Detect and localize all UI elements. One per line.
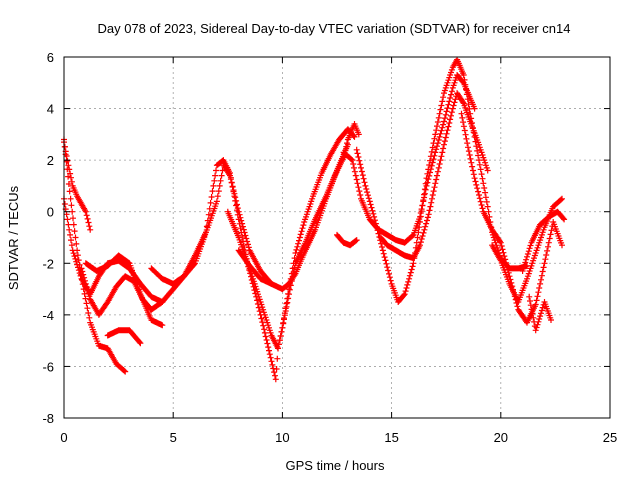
y-tick-label: 6 — [47, 50, 54, 65]
x-tick-label: 5 — [170, 430, 177, 445]
plus-markers — [458, 110, 565, 326]
plus-markers — [104, 327, 144, 347]
series-arc-5 — [82, 252, 166, 329]
x-tick-label: 15 — [384, 430, 398, 445]
series-arc-10 — [334, 231, 360, 249]
plot-frame — [63, 56, 611, 419]
series-arc-14 — [458, 110, 565, 326]
y-axis-label: SDTVAR / TECUs — [6, 185, 21, 290]
x-tick-label: 25 — [603, 430, 617, 445]
y-tick-label: 4 — [47, 102, 54, 117]
series-arc-13 — [377, 90, 491, 262]
y-tick-label: 0 — [47, 205, 54, 220]
plus-markers — [334, 231, 360, 249]
plus-markers — [377, 90, 491, 262]
x-tick-label: 20 — [494, 430, 508, 445]
x-tick-label: 10 — [275, 430, 289, 445]
plus-markers — [235, 141, 351, 293]
plus-markers — [78, 162, 275, 318]
y-tick-label: -2 — [42, 256, 54, 271]
series-arc-9 — [235, 141, 351, 293]
plus-markers — [82, 252, 166, 329]
x-tick-label: 0 — [60, 430, 67, 445]
y-tick-label: -4 — [42, 308, 54, 323]
plus-markers — [148, 126, 358, 383]
series-arc-11 — [340, 72, 478, 246]
y-tick-label: -6 — [42, 359, 54, 374]
series-arc-6 — [104, 327, 144, 347]
y-tick-label: 2 — [47, 153, 54, 168]
y-tick-label: -8 — [42, 411, 54, 426]
axis-ticks: 0 5 10 15 20 25 -8 -6 -4 -2 0 2 4 6 — [42, 50, 617, 445]
x-axis-label: GPS time / hours — [286, 458, 385, 473]
plus-markers — [340, 72, 478, 246]
plus-markers — [519, 208, 568, 274]
series-arc-7 — [148, 126, 358, 383]
series-arc-4 — [78, 162, 275, 318]
series-arc-16 — [526, 293, 554, 334]
plus-markers — [526, 293, 554, 334]
series-arc-17 — [519, 208, 568, 274]
chart-title: Day 078 of 2023, Sidereal Day-to-day VTE… — [97, 21, 570, 36]
data-marks — [61, 56, 568, 383]
